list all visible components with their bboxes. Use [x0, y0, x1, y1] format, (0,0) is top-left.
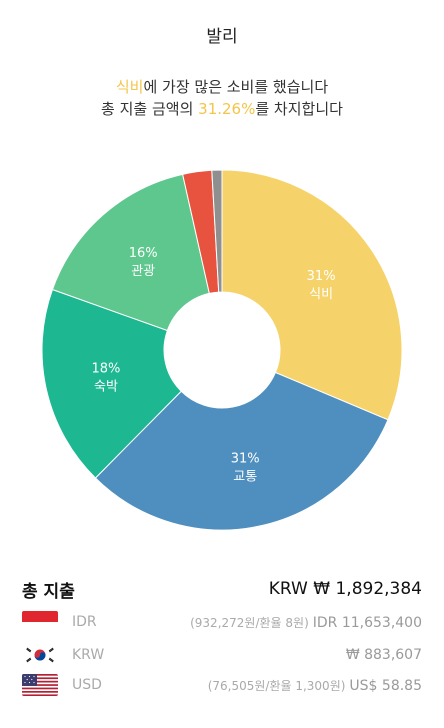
- slice-category-label: 숙박: [94, 379, 118, 394]
- currency-amount: US$ 58.85: [349, 677, 422, 694]
- slice-category-label: 관광: [131, 264, 155, 279]
- donut-svg: 31% 식비 31% 교통 18% 숙박 16% 관광: [41, 169, 403, 531]
- top-category-percent: 31.26%: [198, 100, 256, 118]
- total-label: 총 지출: [22, 581, 75, 602]
- slice-category-label: 교통: [233, 470, 257, 485]
- headline-line1-rest: 에 가장 많은 소비를 했습니다: [143, 78, 329, 96]
- donut-slice-1[interactable]: [94, 371, 389, 531]
- headline-top-category: 식비에 가장 많은 소비를 했습니다: [0, 76, 444, 97]
- currency-code: USD: [72, 677, 102, 693]
- page-title: 발리: [206, 27, 238, 47]
- total-value: KRW ₩ 1,892,384: [268, 579, 422, 599]
- category-donut-chart: 31% 식비 31% 교통 18% 숙박 16% 관광: [0, 150, 444, 550]
- currency-amount: ₩ 883,607: [345, 647, 422, 663]
- currency-conversion-note: (76,505원/환율 1,300원): [207, 678, 346, 693]
- currency-row-krw[interactable]: KRW ₩ 883,607: [22, 642, 422, 668]
- top-category-name: 식비: [115, 78, 144, 96]
- korea-flag-icon: [22, 644, 58, 666]
- currency-conversion-note: (932,272원/환율 8원): [190, 615, 309, 630]
- currency-row-usd[interactable]: USD (76,505원/환율 1,300원) US$ 58.85: [22, 672, 422, 698]
- donut-slice-2[interactable]: [41, 288, 182, 479]
- usa-flag-icon: [22, 674, 58, 696]
- donut-slice-minor-5[interactable]: [211, 169, 223, 293]
- slice-percent-label: 16%: [129, 246, 158, 261]
- currency-code: IDR: [72, 614, 97, 630]
- currency-code: KRW: [72, 647, 105, 663]
- currency-row-idr[interactable]: IDR (932,272원/환율 8원) IDR 11,653,400: [22, 609, 422, 635]
- slice-category-label: 식비: [309, 287, 333, 302]
- indonesia-flag-icon: [22, 611, 58, 633]
- headline-share: 총 지출 금액의 31.26%를 차지합니다: [0, 98, 444, 119]
- slice-percent-label: 31%: [307, 269, 336, 284]
- headline-line2-prefix: 총 지출 금액의: [101, 100, 199, 118]
- currency-amount: IDR 11,653,400: [312, 614, 422, 631]
- slice-percent-label: 31%: [231, 452, 260, 467]
- donut-slice-3[interactable]: [51, 173, 210, 332]
- headline-line2-suffix: 를 차지합니다: [255, 100, 343, 118]
- total-spending-row: 총 지출 KRW ₩ 1,892,384: [22, 576, 422, 602]
- slice-percent-label: 18%: [92, 361, 121, 376]
- donut-slice-0[interactable]: [221, 169, 403, 421]
